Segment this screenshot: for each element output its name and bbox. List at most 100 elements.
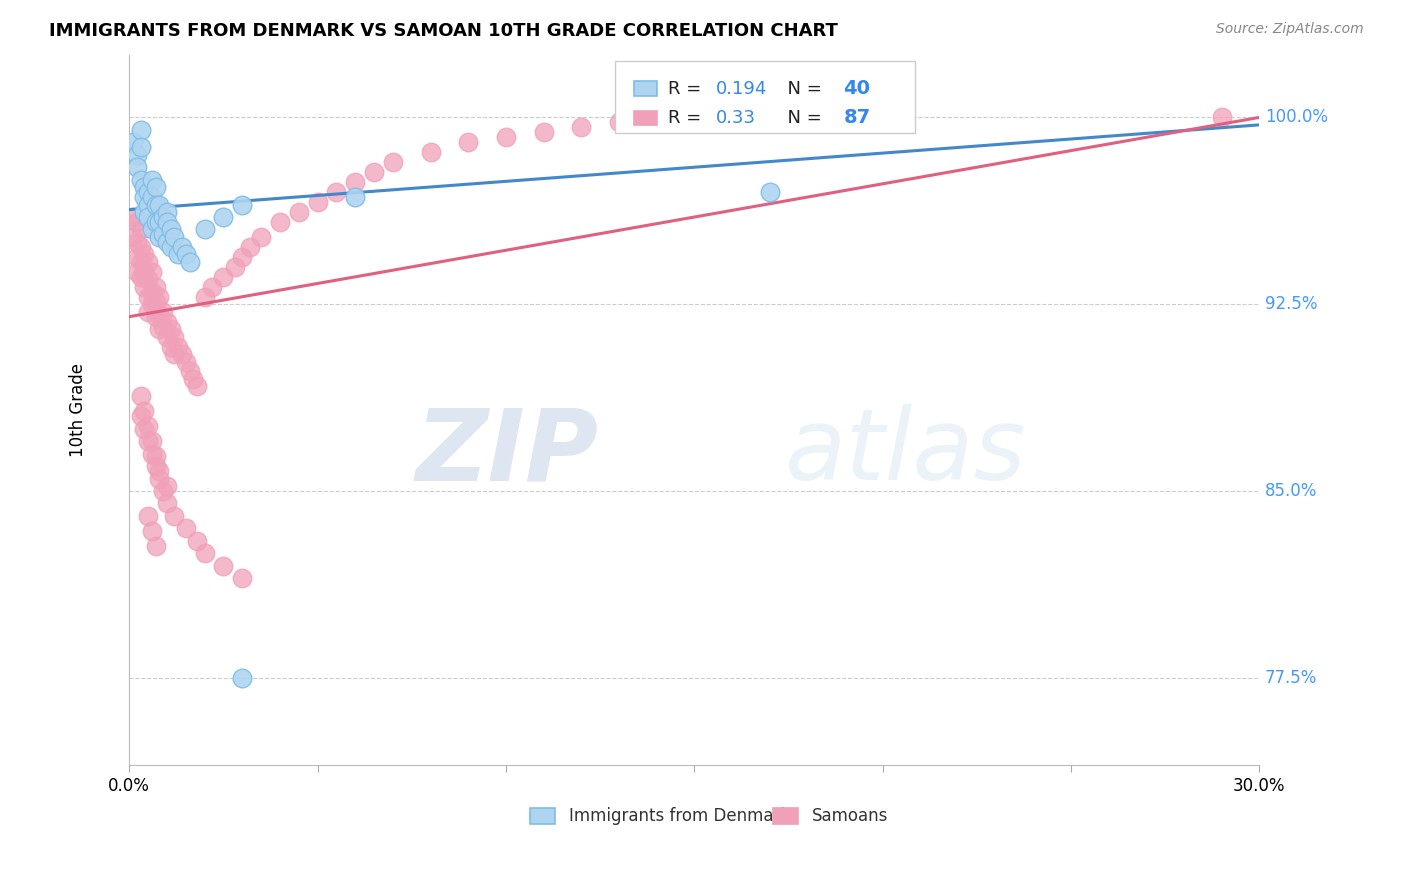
Point: [148, 197, 170, 211]
Text: 0.33: 0.33: [716, 109, 756, 127]
Point: [125, 160, 148, 174]
Point: [125, 148, 148, 162]
Point: [141, 222, 163, 236]
Point: [129, 389, 152, 403]
Point: [156, 479, 179, 493]
Point: [141, 434, 163, 449]
Text: 0.194: 0.194: [716, 79, 768, 97]
Point: [156, 205, 179, 219]
Bar: [773, 808, 799, 824]
Point: [381, 155, 404, 169]
Point: [156, 215, 179, 229]
Text: N =: N =: [776, 109, 827, 127]
Point: [457, 136, 479, 150]
Point: [129, 140, 152, 154]
Point: [607, 115, 630, 129]
Point: [141, 265, 163, 279]
Point: [174, 247, 197, 261]
Point: [145, 449, 167, 463]
Point: [569, 120, 592, 135]
Point: [148, 472, 170, 486]
Point: [122, 210, 145, 224]
Point: [141, 285, 163, 299]
Point: [163, 508, 186, 523]
Point: [212, 210, 235, 224]
Point: [141, 524, 163, 538]
Point: [136, 255, 159, 269]
Point: [148, 215, 170, 229]
Point: [145, 180, 167, 194]
Point: [212, 269, 235, 284]
Point: [156, 315, 179, 329]
Point: [645, 112, 668, 127]
Point: [136, 508, 159, 523]
Point: [148, 464, 170, 478]
Point: [129, 409, 152, 424]
Point: [683, 111, 706, 125]
Point: [170, 347, 193, 361]
Point: [163, 347, 186, 361]
Point: [136, 197, 159, 211]
Point: [186, 379, 208, 393]
Point: [167, 340, 190, 354]
Point: [194, 546, 217, 560]
Point: [134, 422, 156, 436]
Point: [325, 185, 347, 199]
Point: [152, 483, 174, 498]
Point: [179, 364, 201, 378]
Point: [129, 269, 152, 284]
Point: [174, 521, 197, 535]
Point: [159, 340, 181, 354]
Point: [179, 255, 201, 269]
Point: [136, 290, 159, 304]
Text: 77.5%: 77.5%: [1265, 669, 1317, 687]
FancyBboxPatch shape: [616, 61, 915, 133]
Point: [186, 533, 208, 548]
Point: [152, 304, 174, 318]
Text: N =: N =: [776, 79, 827, 97]
Point: [201, 280, 224, 294]
Text: 92.5%: 92.5%: [1265, 295, 1317, 313]
Bar: [530, 808, 555, 824]
Text: 87: 87: [844, 109, 870, 128]
Point: [163, 329, 186, 343]
Point: [194, 222, 217, 236]
Point: [125, 215, 148, 229]
Point: [152, 210, 174, 224]
Point: [141, 447, 163, 461]
Point: [156, 329, 179, 343]
Text: ZIP: ZIP: [415, 404, 598, 501]
Point: [125, 265, 148, 279]
Point: [239, 240, 262, 254]
Point: [136, 272, 159, 286]
Point: [125, 235, 148, 249]
Bar: [634, 81, 657, 95]
Text: R =: R =: [668, 79, 707, 97]
Point: [145, 539, 167, 553]
Point: [141, 172, 163, 186]
Point: [122, 230, 145, 244]
Point: [495, 130, 517, 145]
Point: [134, 247, 156, 261]
Text: 85.0%: 85.0%: [1265, 482, 1317, 500]
Point: [152, 319, 174, 334]
Point: [125, 250, 148, 264]
Point: [134, 205, 156, 219]
Point: [129, 123, 152, 137]
Point: [136, 419, 159, 434]
Point: [145, 459, 167, 474]
Text: Samoans: Samoans: [811, 807, 889, 825]
Point: [231, 250, 253, 264]
Point: [134, 190, 156, 204]
Point: [141, 297, 163, 311]
Point: [129, 240, 152, 254]
Point: [129, 255, 152, 269]
Point: [134, 404, 156, 418]
Point: [231, 671, 253, 685]
Text: atlas: atlas: [785, 404, 1026, 501]
Point: [419, 145, 441, 160]
Point: [129, 172, 152, 186]
Point: [156, 235, 179, 249]
Point: [136, 304, 159, 318]
Point: [269, 215, 291, 229]
